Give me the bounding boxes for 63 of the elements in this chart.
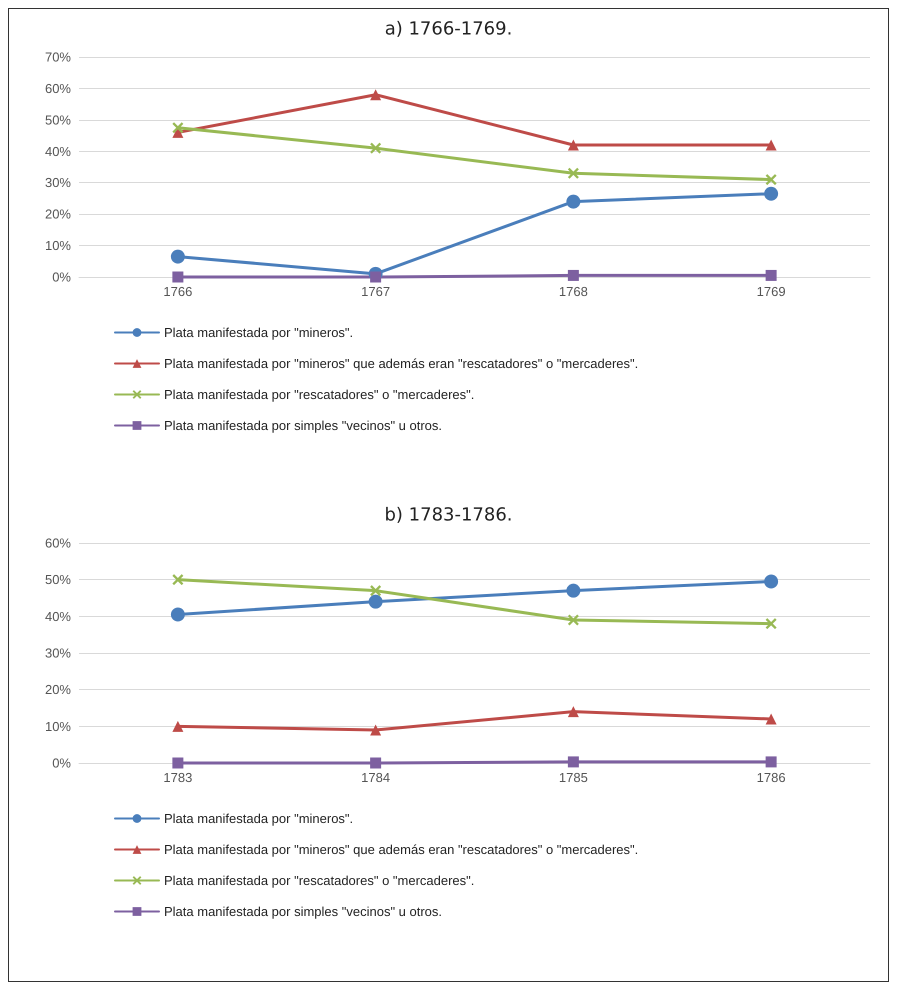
legend-label: Plata manifestada por "mineros". <box>164 325 354 340</box>
point <box>170 250 185 264</box>
point <box>766 756 777 768</box>
y-tick-label: 0% <box>52 270 72 284</box>
point <box>566 194 580 209</box>
point <box>764 574 778 588</box>
point <box>370 758 382 768</box>
point <box>766 174 777 186</box>
y-tick-label: 10% <box>44 718 72 734</box>
point <box>172 272 184 282</box>
point <box>766 618 777 630</box>
x-tick-label: 1784 <box>361 770 390 785</box>
point <box>766 270 777 281</box>
point <box>370 142 382 154</box>
point <box>566 584 580 598</box>
y-tick-label: 60% <box>44 536 72 550</box>
x-tick-label: 1766 <box>163 284 192 299</box>
point <box>764 186 778 201</box>
y-tick-label: 30% <box>44 646 72 660</box>
legend-label: Plata manifestada por "rescatadores" o "mercaderes". <box>164 873 474 888</box>
point <box>568 140 579 150</box>
y-tick-label: 70% <box>44 50 72 64</box>
point <box>766 140 777 150</box>
point <box>568 270 579 281</box>
legend-label: Plata manifestada por "mineros" que además eran "rescatadores" o "mercaderes". <box>164 356 638 371</box>
x-tick-label: 1767 <box>361 284 390 299</box>
legend-label: Plata manifestada por "rescatadores" o "mercaderes". <box>164 387 474 402</box>
chart-title: a) 1766-1769. <box>384 18 512 40</box>
legend-label: Plata manifestada por simples "vecinos" u otros. <box>164 418 442 433</box>
legend-label: Plata manifestada por simples "vecinos" u otros. <box>164 904 442 919</box>
point <box>368 594 383 609</box>
x-tick-label: 1768 <box>558 284 588 299</box>
y-tick-label: 40% <box>44 144 72 159</box>
point <box>568 706 579 718</box>
y-tick-label: 50% <box>44 572 72 588</box>
x-tick-label: 1786 <box>756 770 786 785</box>
point <box>172 758 184 768</box>
y-tick-label: 20% <box>44 206 72 222</box>
point <box>568 168 579 179</box>
point <box>370 89 382 100</box>
point <box>766 714 777 724</box>
point <box>170 608 185 622</box>
legend-label: Plata manifestada por "mineros" que además eran "rescatadores" o "mercaderes". <box>164 842 638 857</box>
point <box>568 614 579 626</box>
y-tick-label: 10% <box>44 238 72 254</box>
point <box>370 585 382 596</box>
x-tick-label: 1785 <box>558 770 588 785</box>
y-tick-label: 20% <box>44 682 72 698</box>
point <box>370 272 382 282</box>
y-tick-label: 50% <box>44 112 72 128</box>
y-tick-label: 60% <box>44 80 72 96</box>
x-tick-label: 1769 <box>756 284 786 299</box>
y-tick-label: 40% <box>44 608 72 624</box>
chart-title: b) 1783-1786. <box>384 504 513 526</box>
point <box>172 122 184 134</box>
y-tick-label: 30% <box>44 175 72 190</box>
point <box>172 720 184 732</box>
point <box>172 574 184 586</box>
x-tick-label: 1783 <box>163 770 192 785</box>
point <box>370 724 382 736</box>
legend-label: Plata manifestada por "mineros". <box>164 811 354 826</box>
point <box>568 756 579 768</box>
y-tick-label: 0% <box>52 756 72 770</box>
